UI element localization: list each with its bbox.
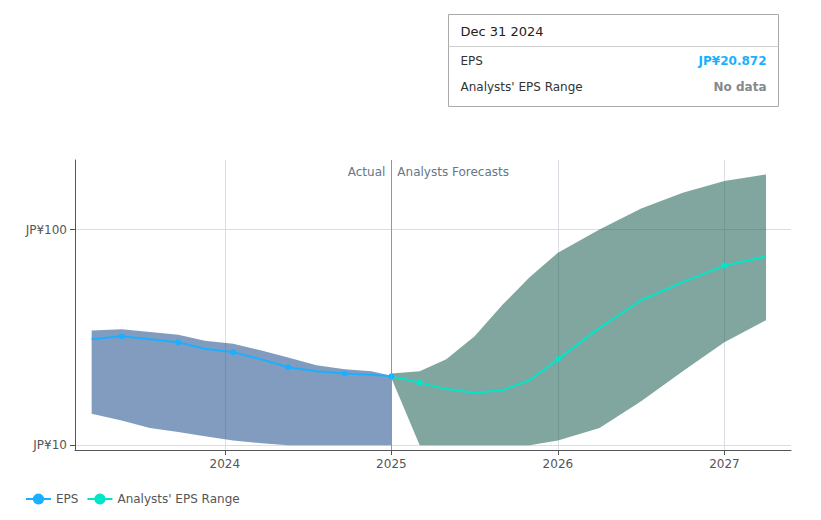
svg-text:JP¥100: JP¥100: [25, 223, 67, 237]
svg-text:2024: 2024: [210, 457, 241, 471]
svg-text:JP¥10: JP¥10: [32, 438, 67, 452]
svg-text:Dec 31 2024: Dec 31 2024: [461, 24, 544, 39]
svg-text:Analysts' EPS Range: Analysts' EPS Range: [117, 492, 239, 506]
svg-text:Analysts Forecasts: Analysts Forecasts: [397, 165, 509, 179]
svg-text:EPS: EPS: [461, 54, 483, 68]
svg-text:No data: No data: [714, 80, 767, 94]
svg-text:EPS: EPS: [56, 492, 78, 506]
svg-text:Analysts' EPS Range: Analysts' EPS Range: [461, 80, 583, 94]
svg-text:2025: 2025: [376, 457, 407, 471]
svg-text:2026: 2026: [543, 457, 574, 471]
svg-text:JP¥20.872: JP¥20.872: [698, 54, 767, 68]
svg-text:Actual: Actual: [348, 165, 386, 179]
svg-text:2027: 2027: [709, 457, 740, 471]
